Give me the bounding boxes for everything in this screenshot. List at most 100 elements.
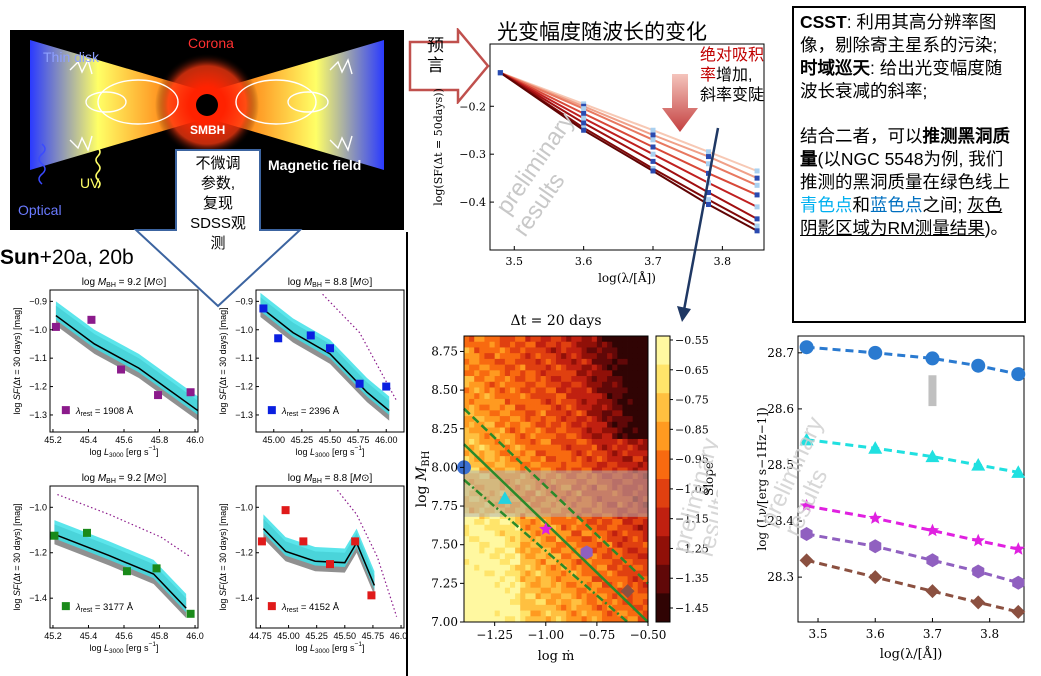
colorbar-segment <box>656 357 670 366</box>
heatmap-cell <box>556 376 562 383</box>
heatmap-cell <box>474 393 480 400</box>
sdss-data-point <box>367 591 376 600</box>
heatmap-cell <box>596 610 603 617</box>
heatmap-cell <box>504 581 511 589</box>
heatmap-cell <box>561 604 567 611</box>
heatmap-cell <box>484 364 490 371</box>
sdss-xtick-label: 46.0 <box>186 435 204 445</box>
colorbar-segment <box>656 443 670 451</box>
heatmap-cell <box>622 456 628 463</box>
heatmap-cell <box>612 536 618 543</box>
heatmap-cell <box>581 456 588 463</box>
heatmap-cell <box>561 376 567 383</box>
colorbar-segment <box>656 350 670 358</box>
sdss-ytick-label: −1.2 <box>29 548 47 558</box>
heatmap-cell <box>525 553 531 560</box>
heatmap-cell <box>576 536 582 543</box>
heatmap-cell <box>612 593 618 600</box>
sdss-xlabel-part: ] <box>362 643 365 653</box>
heatmap-cell <box>576 604 582 611</box>
heatmap-cell <box>530 530 536 537</box>
colorbar-segment <box>656 579 670 587</box>
heatmap-cell <box>469 444 475 451</box>
colorbar-segment <box>656 393 670 401</box>
heatmap-cell <box>525 576 531 583</box>
colorbar-segment <box>656 343 670 351</box>
heatmap-cell <box>515 336 521 343</box>
heatmap-cell <box>464 599 470 606</box>
sdss-title-part: = 8.8 [ <box>322 473 353 484</box>
sdss-title-part: log <box>82 277 98 288</box>
sdss-xtick-label: 45.2 <box>44 631 62 641</box>
heatmap-cell <box>489 358 496 365</box>
sdss-cyan-band <box>55 301 198 415</box>
heatmap-cell <box>637 519 644 526</box>
heatmap-cell <box>602 530 608 537</box>
heatmap-cell <box>479 530 485 537</box>
heatmap-cell <box>591 421 598 428</box>
heatmap-cell <box>612 530 618 537</box>
heatmap-cell <box>571 616 577 623</box>
sdss-xtick-label: 45.75 <box>362 631 385 641</box>
sdss-xlabel-part: [erg s <box>330 447 356 457</box>
sdss-xtick-label: 45.6 <box>115 631 133 641</box>
top-series-point <box>650 137 656 143</box>
heatmap-cell <box>571 341 577 348</box>
heatmap-cell <box>540 410 547 417</box>
heatmap-cell <box>637 599 644 606</box>
heatmap-cell <box>586 381 593 388</box>
heatmap-cell <box>622 353 628 360</box>
sdss-xlabel-part: log <box>296 643 311 653</box>
heatmap-cell <box>474 438 480 446</box>
heatmap-cell <box>602 593 608 600</box>
heatmap-cell <box>596 427 603 434</box>
heatmap-cell <box>525 530 531 537</box>
right-xtick-label: 3.7 <box>923 627 942 641</box>
heatmap-cell <box>494 341 501 348</box>
heatmap-cell <box>474 570 480 577</box>
colorbar-segment <box>656 514 670 523</box>
heatmap-cell <box>622 604 628 611</box>
heatmap-cell <box>632 570 639 577</box>
heatmap-diamond-point <box>620 584 635 599</box>
heatmap-cell <box>550 410 557 417</box>
heatmap-cell <box>556 410 562 417</box>
heatmap-cell <box>627 381 634 388</box>
heatmap-cell <box>571 570 577 577</box>
sdss-data-point <box>326 344 334 353</box>
heatmap-cell <box>627 404 634 411</box>
uv-wave-icon <box>95 147 101 189</box>
heatmap-cell <box>540 616 547 623</box>
heatmap-cell <box>556 553 562 560</box>
heatmap-cell <box>494 547 501 554</box>
heatmap-cell <box>510 587 516 594</box>
heatmap-cell <box>632 410 639 417</box>
heatmap-cell <box>540 427 547 434</box>
heatmap-cell <box>617 444 623 451</box>
predict-label: 预言 <box>427 36 444 76</box>
heatmap-cell <box>525 524 531 531</box>
heatmap-cell <box>617 519 623 526</box>
heatmap-cell <box>571 427 577 434</box>
sdss-legend-part: λ <box>281 406 287 417</box>
heatmap-cell <box>545 553 552 560</box>
heatmap-cell <box>576 524 582 531</box>
absorption-rate-text-1: 绝对吸积 <box>700 47 765 64</box>
heatmap-cell <box>484 433 490 440</box>
heatmap-cell <box>545 347 552 354</box>
heatmap-cell <box>591 427 598 434</box>
heatmap-cell <box>602 336 608 343</box>
heatmap-cell <box>622 364 628 371</box>
heatmap-cell <box>479 604 485 611</box>
heatmap-cell <box>642 387 649 394</box>
heatmap-cell <box>499 387 506 394</box>
heatmap-cell <box>474 564 480 571</box>
heatmap-cell <box>504 536 511 543</box>
reproduce-arrow-line-2: 参数, <box>201 175 235 192</box>
heatmap-ylabel-part: BH <box>421 450 432 466</box>
heatmap-cell <box>612 416 618 423</box>
heatmap-cell <box>617 599 623 606</box>
heatmap-cell <box>607 593 613 600</box>
heatmap-cell <box>602 398 608 406</box>
heatmap-cell <box>596 564 603 571</box>
